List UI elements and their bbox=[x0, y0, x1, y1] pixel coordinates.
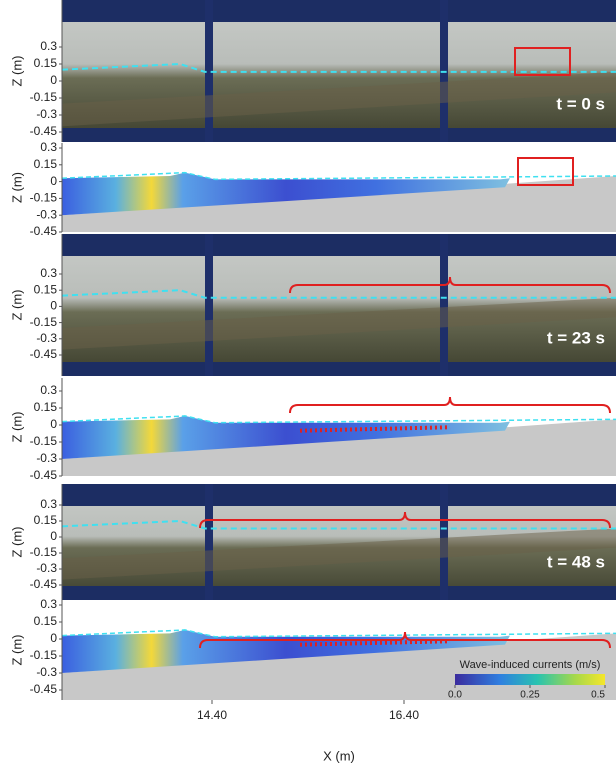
sediment-particles bbox=[299, 425, 451, 433]
y-tick-label: -0.15 bbox=[30, 315, 58, 329]
tank-frame-bottom bbox=[62, 586, 616, 600]
y-tick-label: -0.45 bbox=[30, 224, 58, 238]
highlight-box bbox=[514, 47, 571, 76]
highlight-box bbox=[517, 157, 574, 186]
water-surface bbox=[61, 415, 616, 424]
y-tick-label: 0.15 bbox=[34, 400, 58, 414]
y-tick-label: 0.15 bbox=[34, 56, 58, 70]
x-tick-label: 14.40 bbox=[197, 708, 227, 722]
bracket bbox=[289, 276, 611, 294]
y-tick-label: -0.3 bbox=[36, 331, 57, 345]
y-tick-label: -0.15 bbox=[30, 545, 58, 559]
sediment-particles bbox=[299, 639, 451, 647]
y-tick-label: -0.3 bbox=[36, 665, 57, 679]
panel-photo: t = 0 s 0.3 0.15 0 -0.15 -0.3 -0.45 Z (m) bbox=[9, 0, 616, 142]
y-tick-label: -0.15 bbox=[30, 90, 58, 104]
y-tick-label: -0.3 bbox=[36, 451, 57, 465]
y-axis-label: Z (m) bbox=[9, 411, 24, 442]
y-tick-label: 0 bbox=[50, 417, 57, 431]
beach bbox=[62, 297, 616, 350]
y-tick-label: -0.15 bbox=[30, 191, 58, 205]
y-tick-label: 0 bbox=[50, 73, 57, 87]
time-label: t = 23 s bbox=[547, 328, 605, 347]
y-tick-label: -0.3 bbox=[36, 561, 57, 575]
panel-photo: t = 23 s 0.3 0.15 0 -0.15 -0.3 -0.45 Z (m) bbox=[9, 234, 616, 376]
time-label: t = 0 s bbox=[556, 94, 605, 113]
y-tick-label: 0 bbox=[50, 529, 57, 543]
y-tick-label: 0.15 bbox=[34, 614, 58, 628]
water-surface bbox=[61, 289, 616, 299]
y-tick-label: -0.45 bbox=[30, 577, 58, 591]
tank-frame-top bbox=[62, 234, 616, 256]
y-tick-label: 0 bbox=[50, 299, 57, 313]
y-tick-label: 0 bbox=[50, 174, 57, 188]
y-tick-label: -0.3 bbox=[36, 107, 57, 121]
bracket bbox=[199, 631, 611, 649]
y-tick-label: -0.45 bbox=[30, 682, 58, 696]
water-surface bbox=[61, 171, 616, 181]
x-axis-label: X (m) bbox=[323, 748, 355, 763]
beach bbox=[62, 71, 616, 127]
y-tick-label: 0.15 bbox=[34, 513, 58, 527]
panels: t = 0 s 0.3 0.15 0 -0.15 -0.3 -0.45 Z (m) 0.3 0.1… bbox=[9, 0, 616, 700]
y-axis-label: Z (m) bbox=[9, 289, 24, 320]
y-axis-label: Z (m) bbox=[9, 634, 24, 665]
bracket bbox=[289, 396, 611, 414]
x-tick-label: 16.40 bbox=[389, 708, 419, 722]
y-tick-label: 0.15 bbox=[34, 157, 58, 171]
colorbar-title: Wave-induced currents (m/s) bbox=[460, 659, 601, 671]
y-axis-label: Z (m) bbox=[9, 55, 24, 86]
water-surface bbox=[61, 519, 616, 530]
time-label: t = 48 s bbox=[547, 552, 605, 571]
tank-frame-bottom bbox=[62, 128, 616, 142]
panel-field: 0.3 0.15 0 -0.15 -0.3 -0.45 Z (m) bbox=[9, 140, 616, 238]
y-tick-label: 0.3 bbox=[40, 266, 57, 280]
y-tick-label: 0.3 bbox=[40, 383, 57, 397]
y-axis-label: Z (m) bbox=[9, 526, 24, 557]
panel-field: 0.3 0.15 0 -0.15 -0.3 -0.45 Z (m) bbox=[9, 378, 616, 482]
velocity-field bbox=[62, 415, 510, 459]
panel-photo: t = 48 s 0.3 0.15 0 -0.15 -0.3 -0.45 Z (m) bbox=[9, 484, 616, 600]
y-tick-label: -0.45 bbox=[30, 347, 58, 361]
y-tick-label: -0.45 bbox=[30, 468, 58, 482]
tank-frame-top bbox=[62, 484, 616, 506]
tank-frame-bottom bbox=[62, 362, 616, 376]
y-tick-label: 0 bbox=[50, 631, 57, 645]
y-tick-label: 0.3 bbox=[40, 39, 57, 53]
y-tick-label: -0.45 bbox=[30, 124, 58, 138]
y-tick-label: -0.15 bbox=[30, 434, 58, 448]
beach bbox=[62, 419, 616, 476]
beach bbox=[62, 176, 616, 232]
water-surface bbox=[61, 62, 616, 73]
tank-post bbox=[205, 0, 213, 142]
y-tick-label: 0.3 bbox=[40, 497, 57, 511]
colorbar-tick-label: 0.0 bbox=[448, 690, 462, 701]
beach bbox=[62, 528, 616, 580]
tank-frame-top bbox=[62, 0, 616, 22]
bracket bbox=[199, 511, 611, 529]
colorbar-tick-label: 0.25 bbox=[520, 690, 540, 701]
y-tick-label: -0.3 bbox=[36, 207, 57, 221]
y-tick-label: 0.15 bbox=[34, 282, 58, 296]
colorbar-tick-label: 0.5 bbox=[591, 690, 605, 701]
y-tick-label: 0.3 bbox=[40, 140, 57, 154]
tank-post bbox=[205, 234, 213, 376]
y-tick-label: 0.3 bbox=[40, 597, 57, 611]
velocity-field bbox=[62, 172, 510, 216]
tank-post bbox=[440, 234, 448, 376]
y-axis-label: Z (m) bbox=[9, 172, 24, 203]
water-surface bbox=[61, 629, 616, 638]
y-tick-label: -0.15 bbox=[30, 648, 58, 662]
colorbar bbox=[455, 674, 605, 685]
tank-post bbox=[205, 484, 213, 600]
